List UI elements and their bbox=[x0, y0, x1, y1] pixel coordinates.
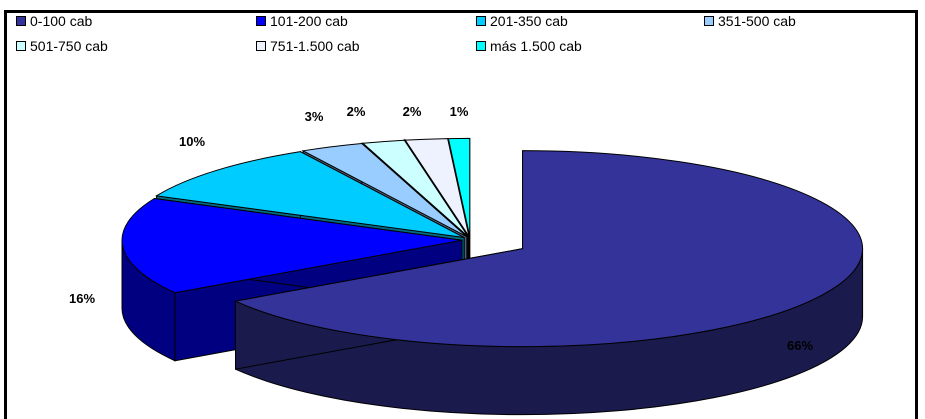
pie-label-4: 2% bbox=[347, 104, 366, 119]
legend-swatch-icon bbox=[16, 41, 26, 51]
pie-slice-top bbox=[447, 137, 471, 237]
legend-label: 0-100 cab bbox=[30, 13, 93, 29]
legend-label: 201-350 cab bbox=[490, 13, 568, 29]
pie-slice-top bbox=[404, 138, 470, 237]
legend-item-201-350: 201-350 cab bbox=[476, 12, 568, 30]
pie-label-6: 1% bbox=[450, 104, 469, 119]
legend-item-101-200: 101-200 cab bbox=[256, 12, 348, 30]
pie-slice-top bbox=[121, 197, 463, 294]
pie-label-2: 10% bbox=[179, 134, 205, 149]
legend-swatch-icon bbox=[476, 41, 486, 51]
legend-label: 751-1.500 cab bbox=[270, 38, 360, 54]
legend-item-351-500: 351-500 cab bbox=[704, 12, 796, 30]
legend-item-mas-1500: más 1.500 cab bbox=[476, 37, 582, 55]
pie-label-1: 16% bbox=[69, 291, 95, 306]
pie-slice-top bbox=[301, 142, 468, 238]
legend-label: 101-200 cab bbox=[270, 13, 348, 29]
legend-label: más 1.500 cab bbox=[490, 38, 582, 54]
pie-label-0: 66% bbox=[787, 338, 813, 353]
legend-item-501-750: 501-750 cab bbox=[16, 37, 108, 55]
legend-swatch-icon bbox=[256, 41, 266, 51]
legend-label: 501-750 cab bbox=[30, 38, 108, 54]
legend-label: 351-500 cab bbox=[718, 13, 796, 29]
pie-slice-top bbox=[361, 139, 469, 237]
legend-swatch-icon bbox=[16, 16, 26, 26]
legend-swatch-icon bbox=[256, 16, 266, 26]
pie-label-3: 3% bbox=[305, 109, 324, 124]
pie-slice-top bbox=[233, 150, 864, 348]
pie-slice-top bbox=[155, 151, 465, 239]
pie-slice-0 bbox=[233, 150, 864, 416]
chart-legend: 0-100 cab 101-200 cab 201-350 cab 351-50… bbox=[16, 12, 916, 64]
legend-item-751-1500: 751-1.500 cab bbox=[256, 37, 360, 55]
legend-swatch-icon bbox=[704, 16, 714, 26]
legend-swatch-icon bbox=[476, 16, 486, 26]
legend-item-0-100: 0-100 cab bbox=[16, 12, 92, 30]
pie-label-5: 2% bbox=[403, 104, 422, 119]
